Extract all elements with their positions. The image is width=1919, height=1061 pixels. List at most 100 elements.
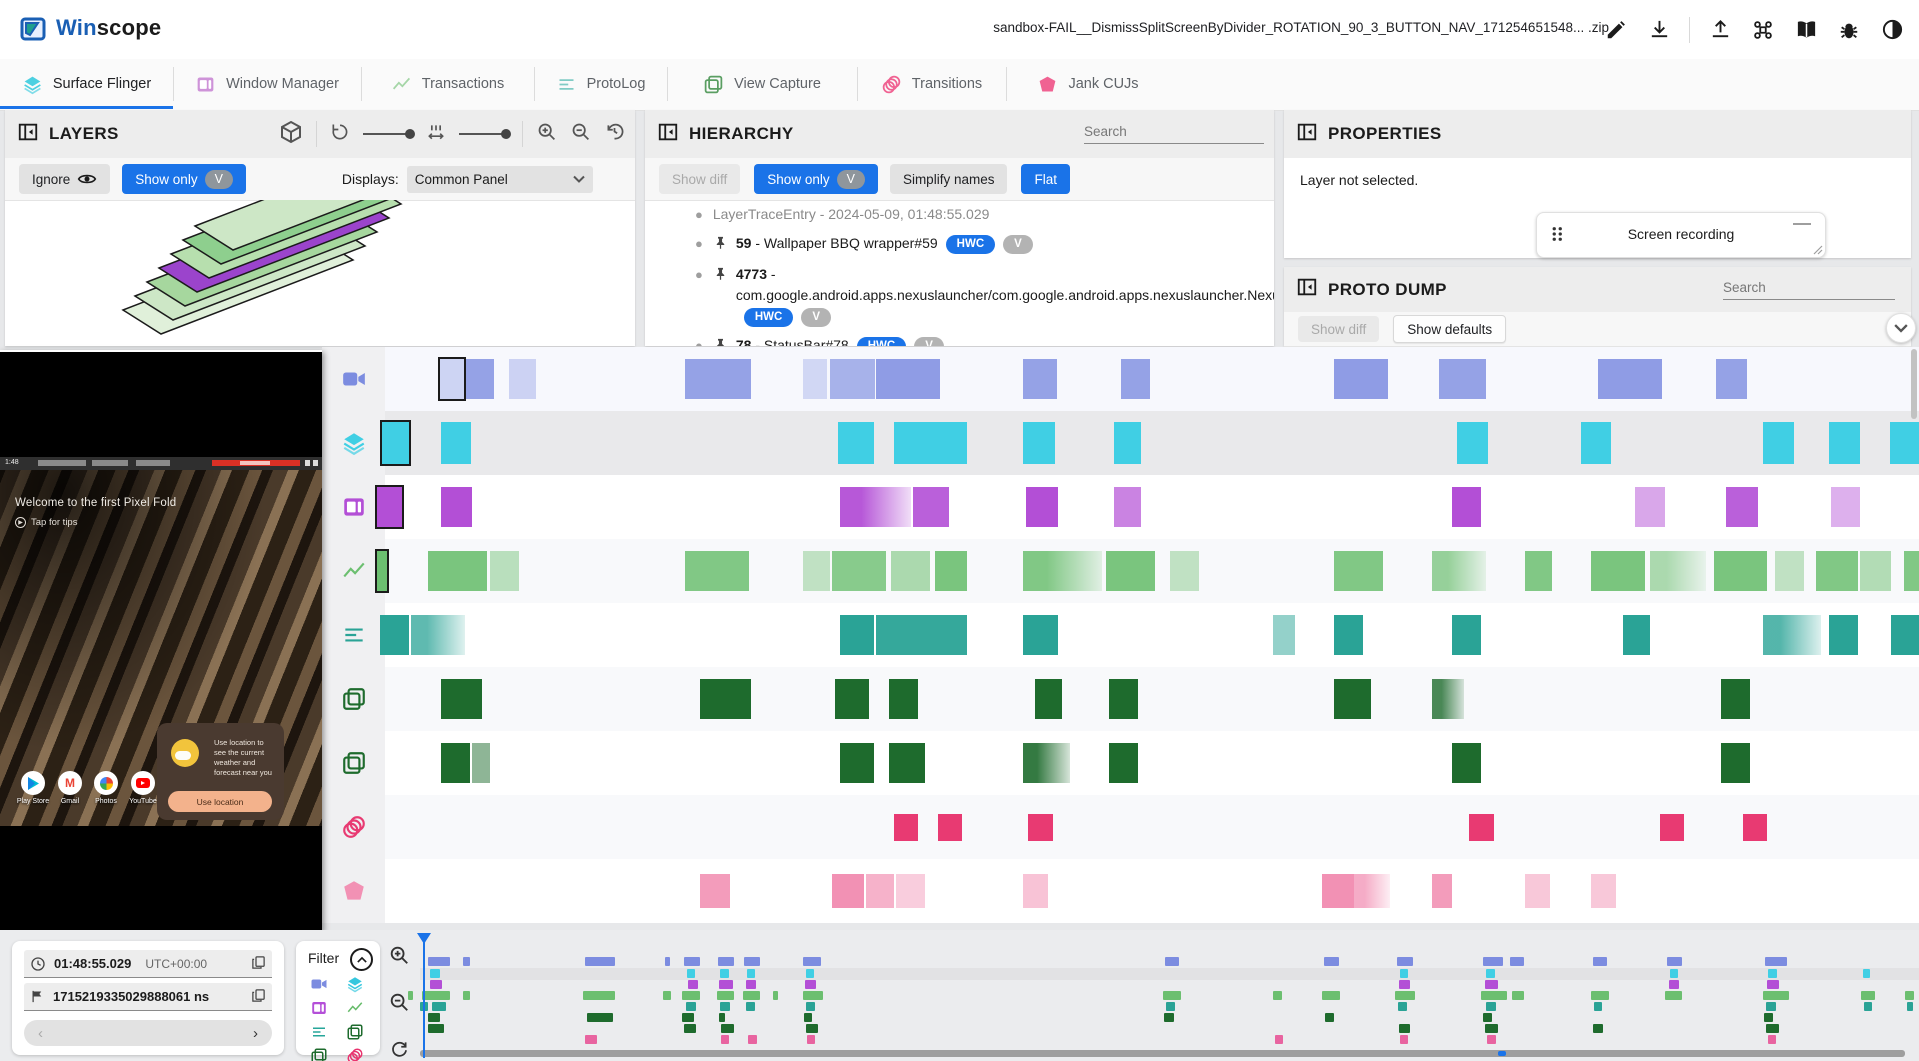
trace-entry-block-protolog[interactable] [380,615,409,655]
trace-entry-block-view-capture-1[interactable] [835,679,869,719]
trace-entry-block-window-manager[interactable] [1726,487,1758,527]
trace-entry-block-transactions[interactable] [1591,551,1645,591]
layers-3d-scene[interactable] [5,200,635,346]
trace-entry-block-window-manager[interactable] [1026,487,1058,527]
trace-entry-block-protolog[interactable] [1023,615,1058,655]
show-defaults-chip[interactable]: Show defaults [1393,315,1507,343]
use-location-button[interactable]: Use location [168,791,272,812]
report-bug-icon[interactable] [1836,17,1862,43]
tab-jank-cujs[interactable]: Jank CUJs [1006,59,1170,109]
timeline-track-row-window-manager[interactable] [375,475,1919,539]
trace-entry-block-transactions[interactable] [1860,551,1891,591]
trace-entry-block-surface-flinger[interactable] [1763,422,1794,464]
show-only-v-chip[interactable]: Show only V [122,164,246,194]
trace-entry-block-transactions[interactable] [832,551,886,591]
trace-entry-block-window-manager[interactable] [375,485,404,529]
trace-entry-block-screen-recording[interactable] [876,359,940,399]
filter-zigzag-icon[interactable] [346,999,368,1017]
filter-video-camera-icon[interactable] [310,975,332,993]
trace-entry-block-transactions[interactable] [1106,551,1155,591]
trace-entry-block-jank-cujs[interactable] [866,874,894,908]
trace-entry-block-jank-cujs[interactable] [1525,874,1550,908]
trace-entry-block-transactions[interactable] [1525,551,1552,591]
documentation-icon[interactable] [1793,17,1819,43]
timeline-track-row-surface-flinger[interactable] [380,411,1919,475]
trace-entry-block-protolog[interactable] [1763,615,1821,655]
trace-entry-block-transactions[interactable] [1650,551,1706,591]
trace-entry-block-window-manager[interactable] [1635,487,1665,527]
tree-item-59[interactable]: ● 59 - Wallpaper BBQ wrapper#59 HWC V [645,229,1274,260]
trace-entry-block-view-capture-2[interactable] [889,743,925,783]
trace-entry-block-transactions[interactable] [1775,551,1804,591]
filter-lines-icon[interactable] [310,1023,332,1041]
prev-frame-icon[interactable]: ‹ [38,1024,43,1042]
3d-view-icon[interactable] [279,120,303,149]
timeline-cursor[interactable] [423,933,425,1058]
timeline-zoom-in-icon[interactable] [388,944,410,971]
trace-entry-block-view-capture-1[interactable] [1432,679,1464,719]
trace-entry-block-protolog[interactable] [1829,615,1858,655]
timeline-track-row-view-capture-1[interactable] [385,667,1919,731]
trace-entry-block-transitions[interactable] [938,813,962,841]
trace-entry-block-screen-recording[interactable] [438,357,466,401]
trace-entry-block-jank-cujs[interactable] [1591,874,1616,908]
trace-entry-block-transitions[interactable] [1660,813,1684,841]
play-store-app-icon[interactable] [21,771,45,795]
trace-entry-block-screen-recording[interactable] [1716,359,1747,399]
filter-stacked-squares-icon[interactable] [346,1023,368,1041]
trace-entry-block-protolog[interactable] [1273,615,1295,655]
trace-entry-block-transactions[interactable] [1714,551,1767,591]
trace-entry-block-view-capture-2[interactable] [1023,743,1070,783]
trace-entry-block-jank-cujs[interactable] [896,874,925,908]
timeline-vertical-scrollbar[interactable] [1911,349,1917,419]
trace-entry-block-transactions[interactable] [1432,551,1486,591]
filter-layers-icon[interactable] [346,975,368,993]
trace-entry-block-screen-recording[interactable] [1334,359,1388,399]
spacing-slider[interactable] [459,129,511,139]
timeline-zoom-out-icon[interactable] [388,991,410,1018]
show-only-v-chip[interactable]: Show only V [754,164,878,194]
reset-view-icon[interactable] [604,121,625,147]
trace-entry-block-surface-flinger[interactable] [441,422,471,464]
tab-transitions[interactable]: Transitions [857,59,1006,109]
trace-entry-block-surface-flinger[interactable] [1114,422,1141,464]
trace-entry-block-transitions[interactable] [1028,813,1053,841]
trace-entry-block-view-capture-2[interactable] [441,743,470,783]
timeline-minimap[interactable] [0,930,1919,1061]
download-traces-icon[interactable] [1646,17,1672,43]
trace-entry-block-screen-recording[interactable] [830,359,875,399]
trace-entry-block-jank-cujs[interactable] [1432,874,1452,908]
trace-entry-block-view-capture-2[interactable] [1109,743,1138,783]
trace-entry-block-jank-cujs[interactable] [1023,874,1048,908]
proto-dump-search-input[interactable]: Search [1723,280,1895,300]
filter-stacked-squares-icon[interactable] [310,1047,332,1061]
pin-icon[interactable] [713,235,728,256]
flat-chip[interactable]: Flat [1021,164,1070,194]
tab-transactions[interactable]: Transactions [361,59,534,109]
simplify-names-chip[interactable]: Simplify names [889,164,1008,194]
trace-entry-block-transactions[interactable] [1023,551,1102,591]
trace-entry-block-screen-recording[interactable] [803,359,827,399]
trace-entry-block-view-capture-1[interactable] [700,679,751,719]
trace-entry-block-transitions[interactable] [1469,813,1494,841]
resize-handle-icon[interactable] [1813,245,1823,255]
collapse-panel-icon[interactable] [17,121,39,148]
collapse-panel-icon[interactable] [1296,121,1318,148]
trace-entry-block-view-capture-1[interactable] [1109,679,1138,719]
trace-entry-block-view-capture-2[interactable] [1721,743,1750,783]
trace-entry-block-surface-flinger[interactable] [838,422,874,464]
trace-entry-block-jank-cujs[interactable] [1354,874,1390,908]
tab-view-capture[interactable]: View Capture [667,59,857,109]
trace-entry-block-window-manager[interactable] [840,487,911,527]
trace-entry-block-transactions[interactable] [1334,551,1383,591]
collapse-panel-icon[interactable] [1296,276,1318,303]
trace-entry-block-protolog[interactable] [411,615,465,655]
collapse-filter-icon[interactable] [350,948,373,971]
timeline-track-row-jank-cujs[interactable] [385,859,1919,923]
trace-entry-block-transactions[interactable] [1816,551,1858,591]
trace-entry-block-protolog[interactable] [876,615,967,655]
pin-icon[interactable] [713,337,728,346]
shortcuts-icon[interactable] [1750,17,1776,43]
trace-entry-block-jank-cujs[interactable] [700,874,730,908]
trace-entry-block-jank-cujs[interactable] [832,874,864,908]
